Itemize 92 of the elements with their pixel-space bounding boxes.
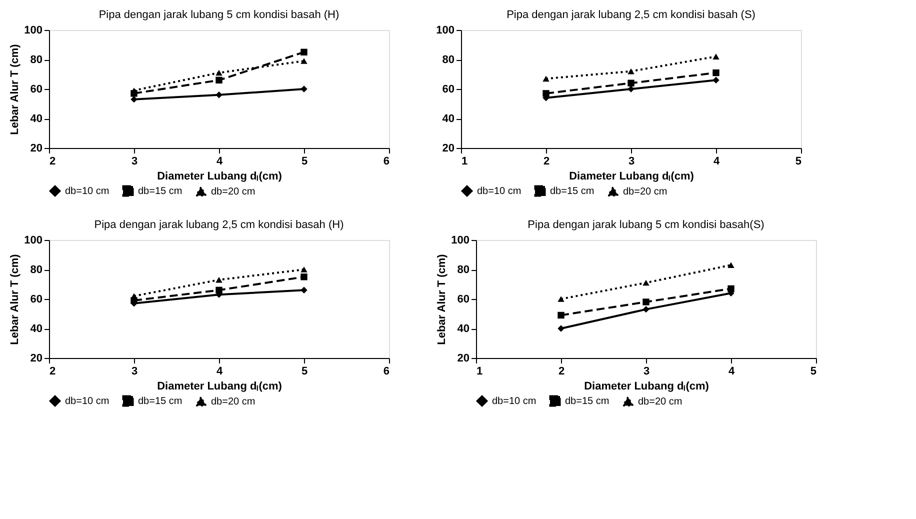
y-tick-label: 100 (24, 234, 42, 246)
x-tick-label: 5 (810, 366, 816, 378)
y-axis-title: Lebar Alur T (cm) (9, 44, 22, 135)
legend-label: db=10 cm (477, 186, 522, 197)
legend-label: db=20 cm (211, 186, 256, 198)
y-tick-label: 100 (436, 24, 454, 36)
point (300, 86, 308, 92)
point (712, 69, 720, 76)
point (642, 298, 650, 306)
y-tick-label: 80 (442, 54, 454, 66)
x-tick-label: 4 (216, 156, 224, 168)
point (300, 274, 308, 280)
x-axis-title: Diameter Lubang dₗ(cm) (157, 170, 282, 182)
point (642, 280, 650, 286)
legend-label: db=20 cm (211, 396, 256, 408)
point (300, 286, 308, 294)
y-tick-label: 20 (30, 142, 42, 154)
x-tick-label: 6 (383, 366, 390, 378)
point (628, 68, 634, 74)
y-tick-label: 20 (457, 352, 470, 364)
y-tick-label: 40 (442, 113, 454, 125)
point (130, 293, 138, 299)
x-axis-title: Diameter Lubang dₗ(cm) (569, 170, 694, 182)
y-tick-label: 40 (30, 113, 42, 125)
point (216, 76, 222, 84)
point (216, 276, 222, 283)
y-tick-label: 80 (30, 54, 42, 66)
point (628, 80, 634, 86)
point (216, 92, 222, 98)
point (558, 296, 564, 302)
x-tick-label: 3 (131, 156, 138, 168)
chart-title: Pipa dengan jarak lubang 5 cm kondisi basah(S) (528, 219, 764, 231)
legend-label: db=10 cm (492, 396, 536, 407)
point (712, 76, 720, 84)
x-tick-label: 5 (795, 156, 802, 168)
point (300, 48, 308, 56)
x-tick-label: 2 (543, 156, 550, 168)
point (728, 285, 734, 292)
x-tick-label: 5 (301, 366, 308, 378)
point (558, 312, 564, 319)
chart-title: Pipa dengan jarak lubang 2,5 cm kondisi basah (H) (94, 219, 344, 231)
y-tick-label: 80 (457, 264, 470, 276)
x-tick-label: 3 (628, 156, 635, 168)
point (130, 96, 138, 103)
x-tick-label: 3 (643, 366, 650, 378)
y-tick-label: 40 (30, 323, 42, 335)
legend-label: db=15 cm (565, 396, 610, 407)
point (216, 70, 222, 76)
x-axis-title: Diameter Lubang dₗ(cm) (584, 380, 710, 392)
y-axis-title: Lebar Alur T (cm) (436, 254, 448, 345)
y-tick-label: 40 (457, 323, 470, 335)
legend-label: db=20 cm (623, 186, 668, 198)
point (642, 306, 650, 313)
y-axis-title: Lebar Alur T (cm) (9, 254, 22, 345)
chart-title: Pipa dengan jarak lubang 2,5 cm kondisi basah (S) (506, 9, 756, 21)
x-tick-label: 5 (301, 156, 308, 168)
y-tick-label: 60 (442, 84, 454, 96)
x-tick-label: 3 (131, 366, 138, 378)
point (712, 54, 720, 60)
x-tick-label: 2 (558, 366, 565, 378)
legend-label: db=15 cm (138, 186, 182, 197)
point (542, 90, 550, 97)
legend-label: db=10 cm (65, 186, 110, 197)
y-tick-label: 60 (30, 294, 42, 306)
x-tick-label: 4 (728, 366, 736, 378)
legend-label: db=15 cm (550, 186, 594, 197)
x-tick-label: 6 (383, 156, 390, 168)
point (542, 76, 550, 82)
y-tick-label: 20 (442, 142, 454, 154)
y-tick-label: 80 (30, 264, 42, 276)
point (558, 325, 564, 332)
x-tick-label: 4 (216, 366, 224, 378)
y-tick-label: 60 (457, 294, 470, 306)
x-tick-label: 1 (462, 156, 468, 168)
legend-label: db=20 cm (638, 396, 682, 408)
x-tick-label: 1 (476, 366, 483, 378)
point (300, 58, 308, 64)
legend-label: db=15 cm (138, 396, 182, 407)
chart-title: Pipa dengan jarak lubang 5 cm kondisi basah (H) (98, 9, 340, 21)
y-tick-label: 100 (24, 24, 42, 36)
point (728, 262, 734, 268)
y-tick-label: 60 (30, 84, 42, 96)
x-tick-label: 4 (713, 156, 720, 168)
x-tick-label: 2 (50, 366, 56, 378)
x-tick-label: 2 (50, 156, 56, 168)
point (216, 286, 222, 294)
point (300, 266, 308, 272)
legend-label: db=10 cm (65, 396, 110, 407)
y-tick-label: 100 (451, 234, 470, 246)
x-axis-title: Diameter Lubang dₗ(cm) (157, 380, 282, 392)
y-tick-label: 20 (30, 352, 42, 364)
point (628, 86, 634, 92)
